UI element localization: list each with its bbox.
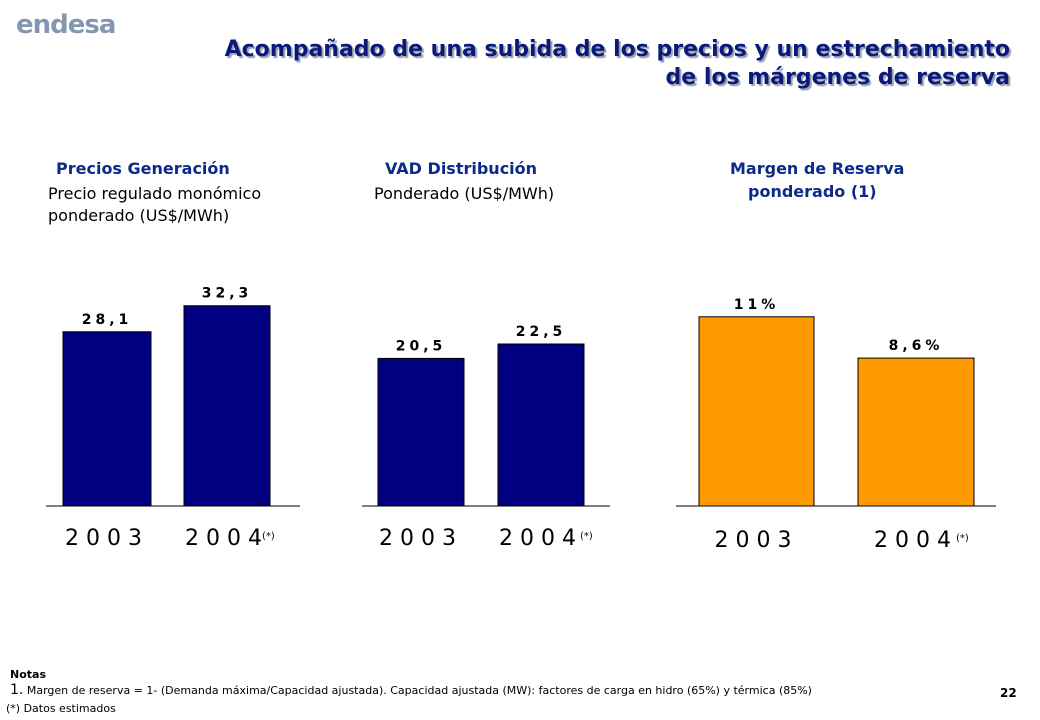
chart-2-estimate-annotation: (*) <box>580 531 593 542</box>
note-1: 1. Margen de reserva = 1- (Demanda máxim… <box>10 682 812 698</box>
chart-3-value-label-2003: 11% <box>734 297 780 313</box>
chart-3-bar-2004 <box>857 357 975 507</box>
chart-2-category-label-2003: 2003 <box>379 526 463 551</box>
panel-1-subtitle: Precio regulado monómico ponderado (US$/… <box>48 183 261 227</box>
chart-1-bar-2003 <box>62 331 152 507</box>
chart-3-estimate-annotation: (*) <box>956 533 969 544</box>
note-1-text: Margen de reserva = 1- (Demanda máxima/C… <box>23 684 812 697</box>
chart-2-category-label-2004: 2004 <box>499 526 583 551</box>
endesa-logo: endesa <box>16 10 116 40</box>
chart-3-category-label-2004: 2004 <box>874 528 958 553</box>
chart-1-bar-2004 <box>183 305 271 507</box>
panel-3-subheading: ponderado (1) <box>748 182 877 201</box>
page-number: 22 <box>1000 686 1017 700</box>
notes-heading: Notas <box>10 668 46 681</box>
chart-3-value-label-2004: 8,6% <box>889 338 944 354</box>
title-line-1: Acompañado de una subida de los precios … <box>224 37 1010 62</box>
panel-1-heading: Precios Generación <box>56 159 230 178</box>
chart-3-bar-2003 <box>698 316 815 507</box>
chart-2-value-label-2003: 20,5 <box>396 338 447 354</box>
note-1-number: 1. <box>10 682 24 698</box>
panel-2-heading: VAD Distribución <box>385 159 538 178</box>
chart-1-value-label-2003: 28,1 <box>82 312 133 328</box>
title-line-2: de los márgenes de reserva <box>665 65 1010 90</box>
chart-1-category-label-2003: 2003 <box>65 526 149 551</box>
chart-1-category-label-2004: 2004 <box>185 526 269 551</box>
chart-2-value-label-2004: 22,5 <box>516 324 567 340</box>
chart-2-bar-2003 <box>377 357 465 507</box>
panel-1-subtitle-line-2: ponderado (US$/MWh) <box>48 206 230 225</box>
note-estimated: (*) Datos estimados <box>6 702 116 715</box>
panel-1-subtitle-line-1: Precio regulado monómico <box>48 184 262 203</box>
chart-3-category-label-2003: 2003 <box>715 528 799 553</box>
page-title: Acompañado de una subida de los precios … <box>110 36 1010 92</box>
panel-3-heading: Margen de Reserva <box>730 159 905 178</box>
panel-2-subtitle: Ponderado (US$/MWh) <box>374 184 555 203</box>
chart-1-estimate-annotation: (*) <box>262 531 275 542</box>
chart-2-bar-2004 <box>497 343 585 507</box>
chart-1-value-label-2004: 32,3 <box>202 286 253 302</box>
